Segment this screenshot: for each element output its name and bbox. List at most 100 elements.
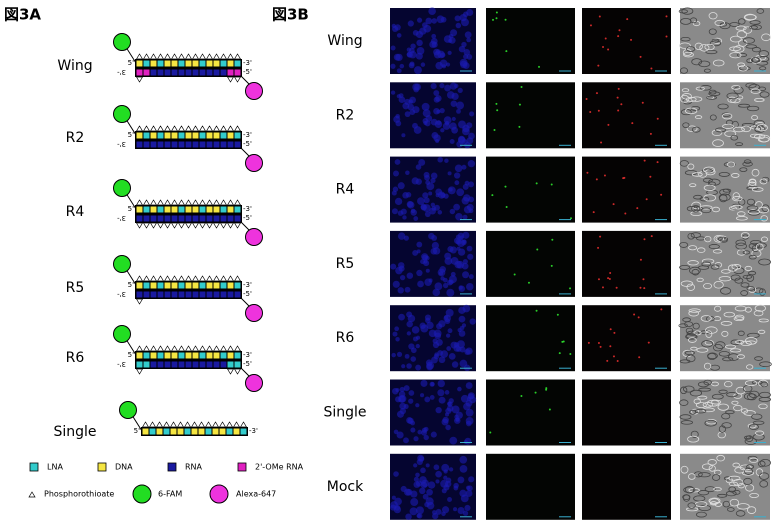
cell <box>736 249 747 256</box>
phosphorothioate <box>170 275 179 282</box>
signal <box>518 103 521 106</box>
cell <box>749 492 759 499</box>
nucleotide <box>164 291 171 298</box>
nucleotide <box>185 282 192 289</box>
signal <box>606 359 609 362</box>
cell <box>743 13 757 21</box>
nucleus <box>444 390 450 395</box>
nucleus <box>404 111 411 118</box>
signal <box>535 182 538 185</box>
signal <box>534 391 537 394</box>
phosphorothioate <box>205 53 214 60</box>
signal <box>601 286 604 289</box>
nucleotide <box>171 215 178 222</box>
nucleus <box>448 279 454 285</box>
nucleus <box>437 350 444 356</box>
cell <box>751 413 763 420</box>
nucleus <box>426 321 434 330</box>
cell <box>732 196 743 202</box>
signal <box>602 45 605 48</box>
cell <box>678 323 688 328</box>
nucleotide <box>143 141 150 148</box>
nucleus <box>444 257 453 265</box>
signal <box>656 161 659 164</box>
nucleus <box>442 122 451 130</box>
micrograph <box>486 379 575 446</box>
cell <box>718 389 728 394</box>
cell <box>679 414 692 420</box>
cell <box>684 107 698 115</box>
nucleotide <box>143 215 150 222</box>
nucleus <box>440 128 445 133</box>
cell <box>702 407 715 413</box>
nucleus <box>456 188 465 197</box>
nucleus <box>416 241 423 248</box>
panel-label: 図3A <box>4 6 41 24</box>
cell <box>732 192 740 200</box>
cell <box>705 330 713 338</box>
nucleotide <box>157 215 164 222</box>
signal <box>603 174 606 177</box>
strand-end: -3' <box>243 281 252 289</box>
nucleotide <box>199 141 206 148</box>
nucleus <box>458 285 463 290</box>
nucleus <box>448 38 453 43</box>
nucleus <box>390 45 396 51</box>
cell <box>679 399 689 406</box>
signal <box>597 342 600 345</box>
phosphorothioate <box>191 345 200 352</box>
nucleotide <box>206 132 213 139</box>
signal <box>569 217 572 220</box>
nucleus <box>417 454 425 462</box>
nucleotide <box>220 215 227 222</box>
phosphorothioate <box>177 53 186 60</box>
phosphorothioate <box>198 222 207 229</box>
micrograph <box>680 379 770 446</box>
cell <box>726 507 735 512</box>
cell <box>691 201 702 210</box>
cell <box>735 25 747 31</box>
phosphorothioate <box>233 275 242 282</box>
phosphorothioate <box>205 345 214 352</box>
cell <box>713 316 722 322</box>
nucleus <box>455 22 462 29</box>
cell <box>690 105 701 111</box>
signal <box>641 101 644 104</box>
cell <box>713 343 723 352</box>
nucleotide <box>185 206 192 213</box>
phosphorothioate <box>184 222 193 229</box>
nucleus <box>422 254 428 261</box>
cell <box>721 112 733 120</box>
nucleotide <box>143 206 150 213</box>
fam-dye <box>113 325 131 343</box>
nucleotide <box>178 69 185 76</box>
phosphorothioate <box>219 125 228 132</box>
phosphorothioate <box>135 298 144 305</box>
signal <box>613 331 616 334</box>
nucleus <box>423 197 430 204</box>
phosphorothioate <box>135 222 144 229</box>
signal <box>535 309 538 312</box>
cell <box>686 46 696 52</box>
nucleus <box>399 63 405 69</box>
cell <box>745 340 757 345</box>
nucleotide <box>227 282 234 289</box>
nucleus <box>443 469 448 474</box>
cell <box>761 204 770 213</box>
cell <box>723 380 733 388</box>
micrograph <box>486 8 575 74</box>
cell <box>691 205 701 213</box>
nucleus <box>453 482 459 489</box>
signal <box>604 37 607 40</box>
phosphorothioate <box>219 222 228 229</box>
cell <box>735 216 748 221</box>
nucleus <box>398 391 406 398</box>
cell <box>681 88 690 93</box>
signal <box>589 110 592 113</box>
signal <box>548 408 551 411</box>
nucleus <box>464 180 470 186</box>
cell <box>752 433 765 441</box>
cell <box>721 269 731 274</box>
cell <box>760 215 768 222</box>
nucleus <box>469 318 476 325</box>
